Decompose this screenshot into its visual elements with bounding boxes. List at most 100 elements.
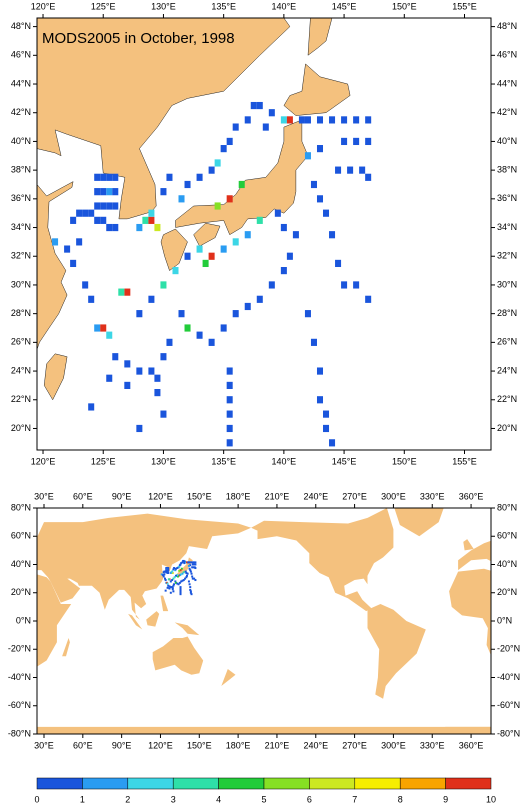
observation-cell — [194, 561, 197, 564]
observation-cell — [167, 568, 170, 571]
y-tick-label: 34°N — [497, 222, 517, 232]
x-tick-label: 120°E — [31, 456, 56, 466]
observation-cell — [181, 572, 184, 575]
observation-cell — [190, 593, 193, 596]
observation-cell — [100, 188, 107, 196]
observation-cell — [124, 381, 131, 390]
y-tick-label: 48°N — [497, 21, 517, 31]
observation-cell — [232, 310, 239, 318]
observation-cell — [329, 231, 336, 239]
y-tick-label: 32°N — [497, 251, 517, 261]
y-tick-label: 38°N — [11, 165, 31, 175]
observation-cell — [169, 571, 172, 574]
observation-cell — [100, 324, 107, 332]
observation-cell — [179, 569, 182, 572]
y-tick-label: 32°N — [11, 251, 31, 261]
observation-cell — [174, 574, 177, 577]
observation-cell — [171, 571, 174, 574]
colorbar-label: 1 — [80, 794, 85, 804]
x-tick-label: 270°E — [342, 740, 367, 750]
observation-cell — [136, 424, 143, 433]
land — [128, 613, 143, 630]
observation-cell — [250, 101, 257, 110]
observation-cell — [94, 324, 101, 332]
observation-cell — [88, 403, 95, 411]
y-tick-label: 36°N — [11, 193, 31, 203]
observation-cell — [335, 259, 342, 268]
observation-cell — [174, 569, 177, 572]
land — [458, 540, 491, 571]
x-tick-label: 60°E — [73, 740, 93, 750]
observation-cell — [172, 267, 179, 275]
x-tick-label: 150°E — [187, 491, 212, 501]
land — [445, 726, 491, 734]
colorbar-label: 7 — [352, 794, 357, 804]
x-tick-label: 145°E — [332, 1, 357, 11]
observation-cell — [304, 310, 311, 318]
y-tick-label: 0°N — [16, 615, 31, 625]
observation-cell — [202, 259, 209, 268]
map-title: MODS2005 in October, 1998 — [42, 30, 235, 47]
observation-cell — [100, 173, 107, 181]
observation-cell — [124, 360, 131, 368]
observation-cell — [256, 216, 263, 224]
land — [463, 539, 474, 551]
land — [193, 222, 221, 247]
y-tick-label: 44°N — [11, 78, 31, 88]
land — [174, 622, 200, 636]
colorbar-label: 5 — [261, 794, 266, 804]
observation-cell — [166, 173, 173, 181]
observation-cell — [179, 563, 182, 566]
observation-cell — [172, 584, 175, 587]
observation-cell — [172, 577, 175, 580]
y-tick-label: 48°N — [11, 21, 31, 31]
observation-cell — [182, 559, 185, 562]
x-tick-label: 120°E — [148, 491, 173, 501]
y-tick-label: -20°N — [8, 644, 31, 654]
observation-cell — [76, 209, 83, 217]
x-tick-label: 125°E — [91, 456, 116, 466]
observation-cell — [167, 584, 170, 587]
land — [160, 595, 169, 612]
x-tick-label: 240°E — [303, 740, 328, 750]
land — [152, 636, 204, 675]
x-tick-label: 270°E — [342, 491, 367, 501]
observation-cell — [174, 567, 177, 570]
y-tick-label: 28°N — [497, 308, 517, 318]
x-tick-label: 30°E — [34, 740, 54, 750]
colorbar-label: 2 — [125, 794, 130, 804]
observation-cell — [365, 137, 372, 146]
observation-cell — [353, 281, 360, 289]
land — [307, 18, 333, 56]
observation-cell — [160, 573, 163, 576]
observation-cell — [82, 281, 89, 289]
colorbar-label: 4 — [216, 794, 221, 804]
observation-cell — [182, 579, 185, 582]
observation-cell — [220, 324, 227, 332]
observation-cell — [323, 209, 330, 217]
observation-cell — [160, 188, 167, 196]
land — [43, 353, 68, 401]
observation-cell — [189, 570, 192, 573]
x-tick-label: 180°E — [226, 740, 251, 750]
y-tick-label: 40°N — [497, 136, 517, 146]
observation-cell — [256, 295, 263, 303]
x-tick-label: 140°E — [272, 1, 297, 11]
observation-cell — [172, 568, 175, 571]
observation-cell — [171, 579, 174, 582]
y-tick-label: 42°N — [11, 107, 31, 117]
land — [394, 508, 444, 537]
land — [37, 726, 491, 734]
observation-cell — [171, 588, 174, 591]
observation-cell — [189, 586, 192, 589]
observation-cell — [178, 581, 181, 584]
observation-cell — [341, 137, 348, 146]
observation-cell — [94, 202, 101, 210]
observation-cell — [185, 576, 188, 579]
observation-cell — [185, 561, 188, 564]
colorbar-box — [399, 777, 446, 790]
observation-cell — [191, 575, 194, 578]
observation-cell — [316, 396, 324, 404]
observation-cell — [226, 381, 233, 390]
